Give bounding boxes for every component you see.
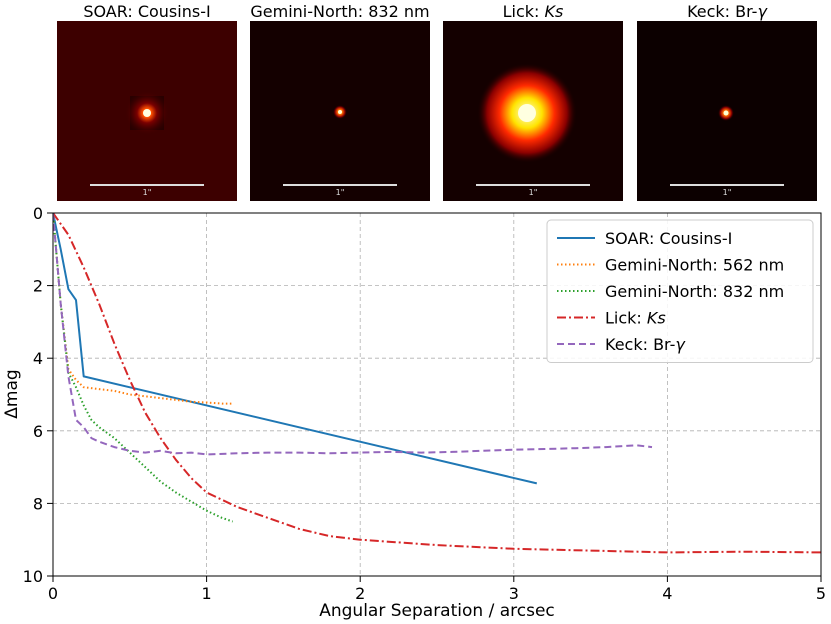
scale-label-keck: 1"	[723, 188, 732, 197]
tick-group: 0 1 2 3 4 5 0 2 4 6 8 10	[23, 204, 826, 603]
x-tick-label: 0	[48, 584, 58, 603]
panel-title-gemini: Gemini-North: 832 nm	[250, 2, 429, 21]
panel-title-soar: SOAR: Cousins-I	[83, 2, 210, 21]
x-tick-label: 1	[202, 584, 212, 603]
series-line-4	[53, 213, 653, 456]
y-tick-label: 2	[33, 277, 43, 296]
series-group	[53, 213, 821, 554]
x-tick-label: 2	[355, 584, 365, 603]
plot-frame	[52, 212, 822, 577]
series-line-2	[53, 213, 234, 523]
legend-label-2: Gemini-North: 832 nm	[605, 282, 784, 301]
series-line-1	[53, 213, 233, 405]
contrast-chart: 0 1 2 3 4 5 0 2 4 6 8 10 Angular Separation / arcse…	[2, 204, 826, 621]
image-panel-lick: Lick: Ks 1"	[443, 2, 623, 201]
legend-label-3: Lick: Ks	[605, 309, 666, 328]
y-tick-label: 8	[33, 494, 43, 513]
legend-label-0: SOAR: Cousins-I	[605, 229, 732, 248]
legend: SOAR: Cousins-I Gemini-North: 562 nm Gemin…	[546, 219, 814, 363]
y-tick-label: 0	[33, 204, 43, 223]
y-tick-label: 6	[33, 422, 43, 441]
legend-label-4: Keck: Br-γ	[605, 335, 686, 354]
series-line-0	[53, 213, 538, 485]
x-tick-label: 4	[662, 584, 672, 603]
panel-title-keck: Keck: Br-γ	[687, 2, 768, 21]
legend-label-1: Gemini-North: 562 nm	[605, 256, 784, 275]
y-tick-label: 10	[23, 567, 43, 586]
x-tick-label: 5	[816, 584, 826, 603]
x-tick-label: 3	[509, 584, 519, 603]
scale-label-lick: 1"	[529, 188, 538, 197]
x-axis-label: Angular Separation / arcsec	[319, 601, 555, 621]
scale-label-soar: 1"	[143, 188, 152, 197]
scale-label-gemini: 1"	[336, 188, 345, 197]
image-panel-soar: SOAR: Cousins-I 1"	[57, 2, 237, 201]
legend-box	[546, 219, 814, 363]
panel-title-lick: Lick: Ks	[503, 2, 564, 21]
image-panel-keck: Keck: Br-γ 1"	[637, 2, 817, 201]
y-tick-label: 4	[33, 349, 43, 368]
image-panel-gemini: Gemini-North: 832 nm 1"	[250, 2, 430, 201]
y-axis-label: Δmag	[2, 369, 22, 418]
